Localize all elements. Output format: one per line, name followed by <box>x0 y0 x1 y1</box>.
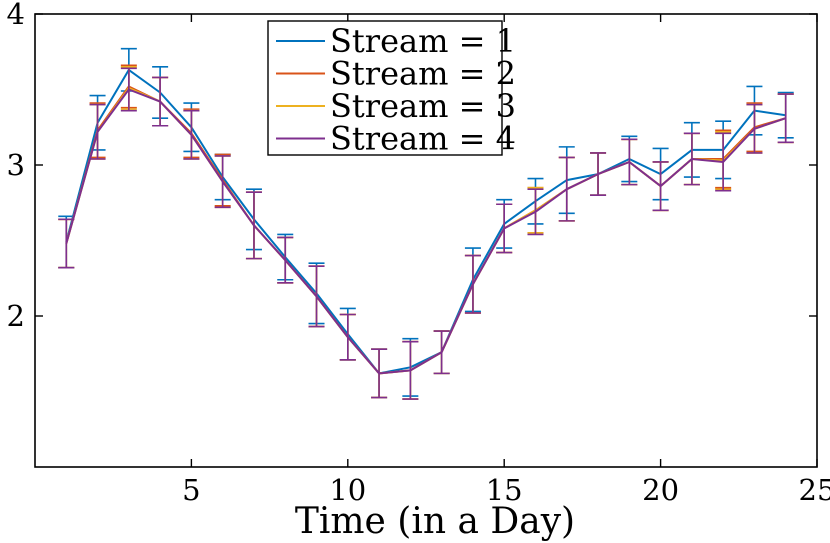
legend-label: Stream = 2 <box>330 55 516 93</box>
series-line <box>65 68 786 375</box>
legend-label: Stream = 3 <box>330 87 516 125</box>
y-tick-label: 2 <box>7 299 25 333</box>
x-tick-label: 10 <box>329 473 366 507</box>
legend-item: Stream = 2 <box>276 55 516 93</box>
plot-area <box>58 47 794 400</box>
error-bar <box>777 93 794 144</box>
legend-item: Stream = 4 <box>276 120 516 158</box>
x-tick-label: 5 <box>182 473 200 507</box>
legend-item: Stream = 1 <box>276 22 516 60</box>
legend-label: Stream = 1 <box>330 22 516 60</box>
series-4 <box>58 67 794 400</box>
x-tick-label: 15 <box>486 473 523 507</box>
plot-frame <box>34 13 818 468</box>
y-tick-label: 4 <box>7 0 25 31</box>
legend-item: Stream = 3 <box>276 87 516 125</box>
axis-ticks: 5 10 15 20 25 2 3 4 <box>7 0 830 507</box>
y-tick-label: 3 <box>7 148 25 182</box>
x-tick-label: 25 <box>799 473 830 507</box>
legend-label: Stream = 4 <box>330 120 516 158</box>
error-bar <box>58 218 75 269</box>
series-line <box>65 88 787 375</box>
legend-box <box>267 20 503 156</box>
x-axis-title: Time (in a Day) <box>295 501 575 542</box>
x-tick-label: 20 <box>642 473 679 507</box>
